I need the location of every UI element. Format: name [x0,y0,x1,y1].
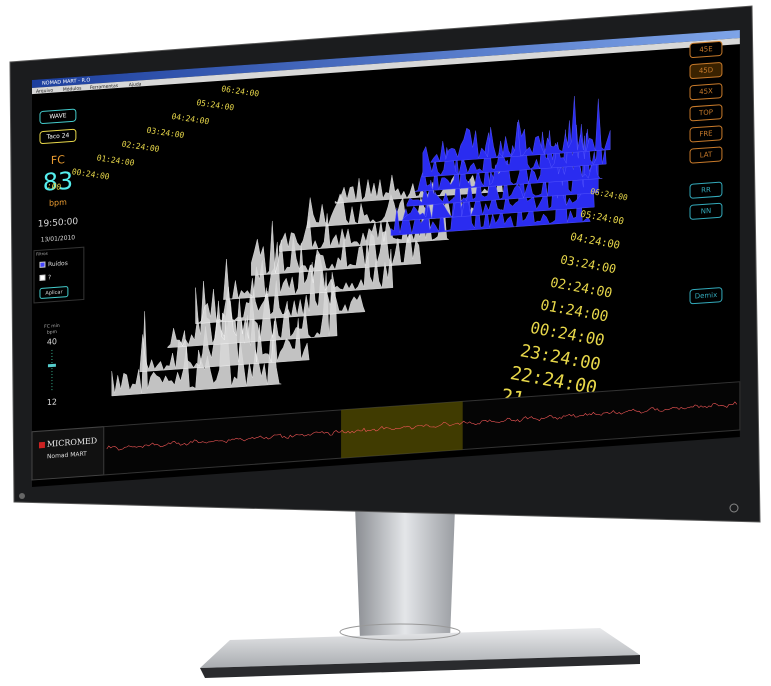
apply-button[interactable] [39,286,69,299]
led [19,493,25,499]
view-button[interactable] [689,202,723,220]
menu-item[interactable]: Arquivo [36,88,53,95]
view-button-label[interactable]: 45X [699,86,713,96]
time-label-top: :00 [46,181,62,192]
apply-label[interactable]: Aplicar [45,289,63,296]
stand-neck [355,505,455,640]
view-button-label[interactable]: TOP [698,107,713,117]
spectrum-3d [111,96,611,397]
menu-item[interactable]: Ajuda [129,81,142,88]
peak-row-blue [430,96,611,163]
checkbox[interactable] [39,274,46,281]
view-button[interactable] [689,41,723,58]
peak-row [223,239,394,300]
hr-unit: bpm [49,198,67,208]
window-title: NOMAD MART - R.O [42,77,90,86]
view-button-label[interactable]: RR [701,185,711,195]
power [729,503,739,513]
mode-button[interactable] [39,108,77,124]
brand-name: MICROMED [47,436,97,449]
view-button[interactable] [689,125,723,143]
peak-row-blue [398,135,595,222]
scale-top: 40 [47,337,57,347]
filter-title: Filtros [36,251,48,257]
view-button-label[interactable]: NN [701,206,711,216]
menu-bar [32,38,740,95]
view-button[interactable] [689,287,723,305]
mode-button[interactable] [39,128,77,145]
view-button-label[interactable]: Demix [695,290,717,301]
trace-selection[interactable] [341,401,463,459]
stand-base [200,628,640,668]
ecg-trace [106,401,738,451]
checkbox-label[interactable]: Ruídos [48,260,68,268]
filter-box [33,246,85,304]
hr-value: 83 [43,167,73,197]
date: 13/01/2010 [41,234,76,243]
view-button[interactable] [689,146,723,164]
checkbox-label[interactable]: ? [48,274,51,281]
mode-button-label[interactable]: Taco 24 [46,132,70,141]
slider-thumb[interactable] [47,363,56,368]
peak-row [195,261,366,324]
view-button[interactable] [689,62,723,80]
mode-button-label[interactable]: WAVE [49,112,66,120]
hr-label: FC [51,153,65,167]
peak-row [251,220,422,276]
clock: 19:50:00 [38,217,79,230]
min-unit: bpm [47,329,57,336]
checkbox[interactable] [39,261,46,268]
stand-ring [339,623,461,641]
menu-item[interactable]: Módulos [63,85,82,93]
brand-product: Nomad MART [47,450,87,460]
min-label: FC mín [44,322,60,330]
brand-logo [38,441,45,449]
screen: NOMAD MART - R.O Arquivo Módulos Ferrament… [31,30,741,488]
scale-bottom: 12 [47,397,57,407]
view-button[interactable] [689,104,723,122]
view-button-label[interactable]: 45D [699,65,713,75]
view-button-label[interactable]: FRE [699,128,712,138]
view-button-label[interactable]: LAT [700,150,713,160]
title-bar [32,30,740,89]
menu-item[interactable]: Ferramentas [90,83,119,91]
stand-foot [200,655,640,678]
view-button[interactable] [689,181,723,199]
view-button[interactable] [689,83,723,101]
view-button-label[interactable]: 45E [699,44,712,54]
